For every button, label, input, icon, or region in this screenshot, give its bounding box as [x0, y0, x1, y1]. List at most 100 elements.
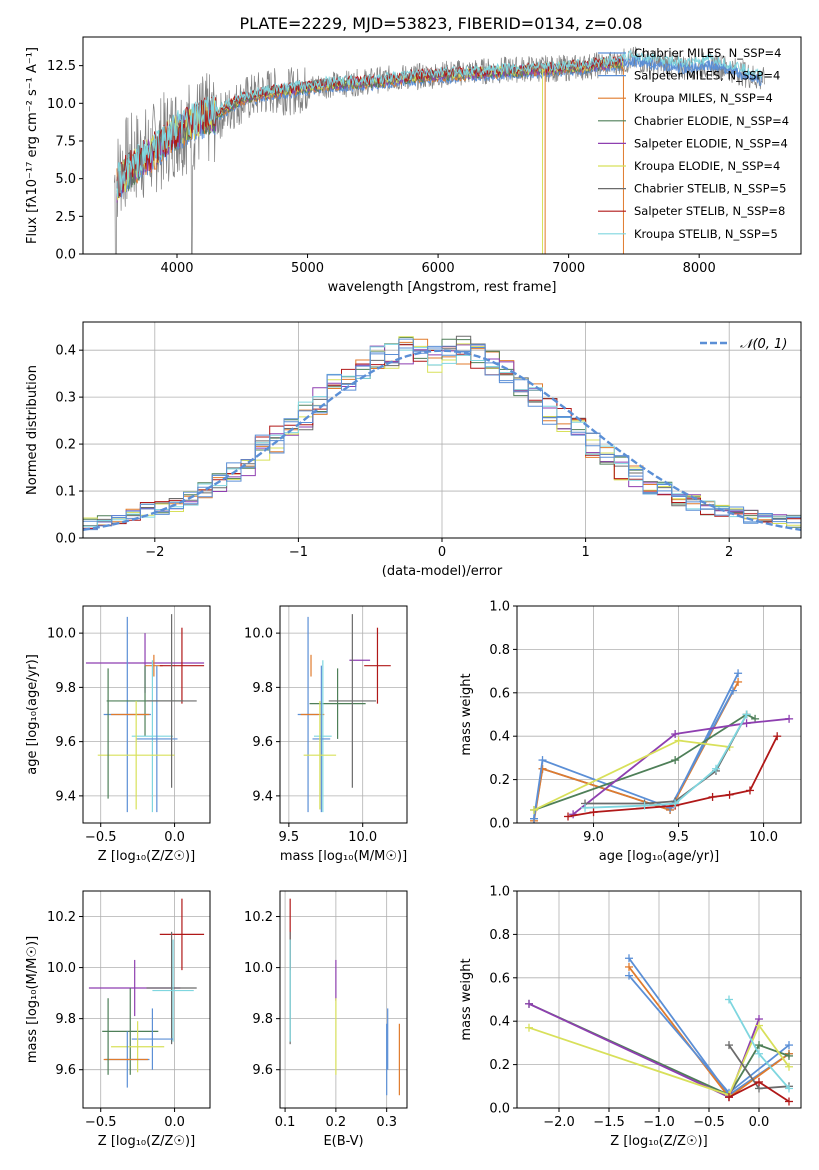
legend-label: Salpeter ELODIE, N_SSP=4 [634, 136, 788, 150]
chart-panel-4: 9.5 10.0 9.4 9.6 9.8 10.0 mass [log₁₀(M/M☉)] [244, 605, 408, 864]
legend-label: Chabrier STELIB, N_SSP=5 [634, 182, 786, 196]
observed-spectrum-line [113, 46, 765, 254]
y-tick-label: 9.6 [252, 1063, 273, 1078]
x-tick-label: 0.3 [376, 1115, 397, 1130]
legend: 𝒩(0, 1) [700, 337, 787, 352]
x-axis-label: age [log₁₀(age/yr)] [599, 849, 720, 864]
y-tick-label: 10.0 [47, 961, 76, 976]
chart-panel-3: −0.5 0.0 9.4 9.6 9.8 10.0 Z [log₁₀(Z/Z☉)] age [… [25, 605, 211, 864]
legend-label: 𝒩(0, 1) [740, 337, 787, 352]
mass-weight-line [533, 713, 756, 811]
y-axis-label: age [log₁₀(age/yr)] [25, 654, 40, 775]
legend: Chabrier MILES, N_SSP=4 Salpeter MILES, N… [598, 46, 789, 241]
y-tick-label: 0.2 [55, 438, 76, 453]
legend-label: Chabrier MILES, N_SSP=4 [634, 46, 781, 60]
axes-frame [82, 890, 211, 1109]
model-spectrum-line [116, 50, 763, 197]
x-tick-label: 7000 [552, 261, 585, 276]
mass-weight-line [528, 1002, 760, 1099]
x-tick-label: −2.0 [543, 1115, 575, 1130]
plot-area [113, 46, 765, 254]
chart-panel-1: 4000 5000 6000 7000 8000 0.0 2.5 5.0 7.5 10.0 12.5… [25, 36, 802, 295]
x-tick-label: −1.5 [593, 1115, 625, 1130]
x-tick-label: −0.5 [693, 1115, 725, 1130]
y-tick-label: 0.8 [489, 928, 510, 943]
x-axis-label: (data-model)/error [382, 564, 503, 579]
mass-weight-line [528, 1023, 790, 1097]
x-tick-label: 10.0 [749, 830, 778, 845]
y-tick-label: 10.2 [47, 910, 76, 925]
x-axis-label: E(B-V) [323, 1134, 363, 1149]
axes-frame [82, 605, 211, 824]
y-tick-label: 0.1 [55, 485, 76, 500]
x-axis-label: Z [log₁₀(Z/Z☉)] [98, 849, 195, 864]
x-axis-label: wavelength [Angstrom, rest frame] [328, 280, 557, 295]
x-tick-label: 9.0 [583, 830, 604, 845]
chart-panel-7: 0.1 0.2 0.3 9.6 9.8 10.0 10.2 E(B-V) [244, 890, 408, 1149]
normal-curve [83, 349, 801, 531]
y-tick-label: 10.0 [244, 961, 273, 976]
y-tick-label: 0.0 [489, 1102, 510, 1117]
y-tick-label: 0.3 [55, 391, 76, 406]
y-tick-label: 5.0 [55, 172, 76, 187]
plot-area [88, 898, 205, 1088]
panels: 4000 5000 6000 7000 80000.02.55.07.510.012.5… [25, 36, 802, 1149]
chart-panel-2: −2 −1 0 1 2 0.0 0.1 0.2 0.3 0.4 (data-model)/error… [25, 321, 802, 579]
x-tick-label: 0.0 [164, 830, 185, 845]
y-tick-label: 9.8 [252, 1012, 273, 1027]
x-tick-label: −0.5 [85, 830, 117, 845]
y-tick-label: 9.6 [55, 735, 76, 750]
axes-frame [279, 890, 408, 1109]
x-tick-label: 9.5 [279, 830, 300, 845]
x-tick-label: −0.5 [85, 1115, 117, 1130]
chart-panel-5: 9.0 9.5 10.0 0.0 0.2 0.4 0.6 0.8 1.0 age [log₁₀(a… [459, 600, 802, 864]
chart-panel-6: −0.5 0.0 9.6 9.8 10.0 10.2 Z [log₁₀(Z/Z☉)] mass… [25, 890, 211, 1149]
x-tick-label: 0 [438, 545, 446, 560]
plot-area [525, 954, 793, 1106]
y-tick-label: 10.0 [47, 97, 76, 112]
y-tick-label: 0.2 [489, 773, 510, 788]
x-tick-label: 2 [725, 545, 733, 560]
axes-frame [516, 890, 802, 1109]
y-axis-label: Normed distribution [25, 365, 40, 495]
x-tick-label: 5000 [291, 261, 324, 276]
plot-area [530, 669, 794, 823]
y-tick-label: 9.4 [55, 789, 76, 804]
x-tick-label: 6000 [422, 261, 455, 276]
x-tick-label: 0.1 [275, 1115, 296, 1130]
y-tick-label: 0.6 [489, 971, 510, 986]
x-tick-label: −1 [289, 545, 308, 560]
legend-label: Salpeter MILES, N_SSP=4 [634, 69, 780, 83]
x-tick-label: 1 [581, 545, 589, 560]
mass-weight-line [584, 714, 748, 809]
y-tick-label: 9.8 [55, 681, 76, 696]
y-axis-label: mass [log₁₀(M/M☉)] [25, 936, 40, 1063]
x-axis-label: Z [log₁₀(Z/Z☉)] [98, 1134, 195, 1149]
y-tick-label: 0.4 [489, 730, 510, 745]
x-tick-label: 0.2 [326, 1115, 347, 1130]
legend-label: Kroupa MILES, N_SSP=4 [634, 91, 773, 105]
axis-ticks: 4000 5000 6000 7000 8000 0.0 2.5 5.0 7.5 10.0 12.5 [47, 59, 716, 276]
residual-histogram [83, 344, 801, 524]
y-tick-label: 1.0 [489, 600, 510, 615]
axis-ticks: −0.5 0.0 9.6 9.8 10.0 10.2 [47, 891, 210, 1130]
y-tick-label: 9.8 [55, 1012, 76, 1027]
legend-label: Salpeter STELIB, N_SSP=8 [634, 204, 785, 218]
x-tick-label: −1.0 [643, 1115, 675, 1130]
chart-panel-8: −2.0 −1.5 −1.0 −0.5 0.0 0.0 0.2 0.4 0.6 0.8 1.0 Z [… [459, 885, 802, 1149]
mass-weight-line [572, 717, 790, 816]
y-tick-label: 0.6 [489, 686, 510, 701]
plot-area [85, 614, 205, 813]
y-tick-label: 9.4 [252, 789, 273, 804]
x-tick-label: 9.5 [668, 830, 689, 845]
legend-label: Kroupa STELIB, N_SSP=5 [634, 227, 778, 241]
plot-area [297, 614, 391, 813]
y-tick-label: 0.2 [489, 1058, 510, 1073]
y-tick-label: 0.8 [489, 643, 510, 658]
legend-label: Chabrier ELODIE, N_SSP=4 [634, 114, 789, 128]
plot-area [289, 898, 400, 1096]
y-tick-label: 10.0 [244, 627, 273, 642]
figure-title: PLATE=2229, MJD=53823, FIBERID=0134, z=0… [239, 14, 642, 33]
y-tick-label: 7.5 [55, 134, 76, 149]
x-tick-label: 0.0 [164, 1115, 185, 1130]
